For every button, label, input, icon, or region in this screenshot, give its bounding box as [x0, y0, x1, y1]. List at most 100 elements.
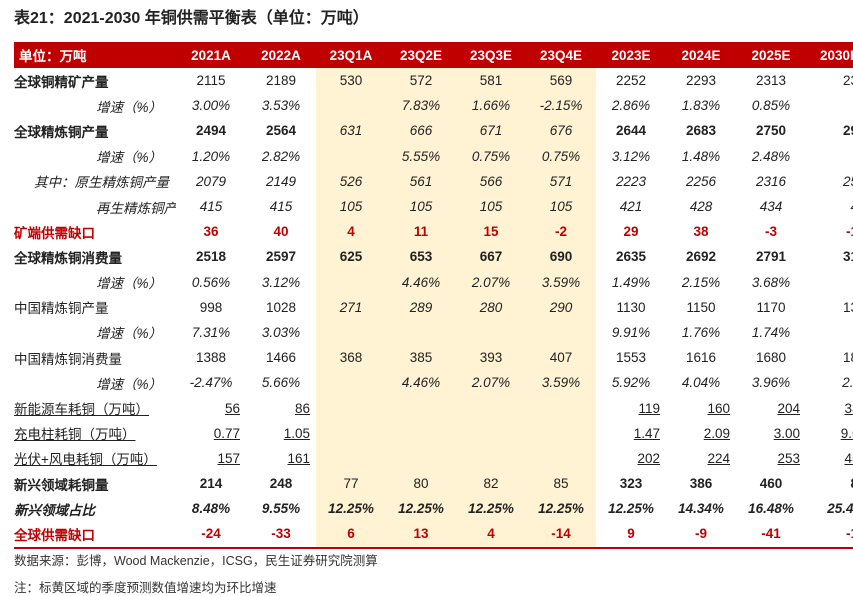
header-cell-2021a: 2021A: [176, 42, 246, 68]
cell-value: 105: [479, 199, 503, 215]
row-label-text: 全球精炼铜产量: [14, 124, 109, 140]
table-cell: [316, 445, 386, 471]
cell-value: 56: [224, 400, 240, 416]
cell-value: 119: [638, 400, 660, 416]
cell-value: 2750: [755, 123, 787, 139]
row-label-text: 全球精炼铜消费量: [14, 250, 122, 266]
table-cell: 2750: [736, 118, 806, 143]
table-cell: 80: [386, 471, 456, 497]
table-cell: 1.76%: [666, 320, 736, 345]
cell-value: 3.59%: [541, 274, 581, 290]
table-cell: 334: [806, 395, 853, 420]
cell-value: 428: [689, 199, 713, 215]
table-cell: 3.12%: [246, 270, 316, 295]
table-cell: 385: [386, 345, 456, 371]
cell-value: 457: [844, 450, 853, 466]
cell-value: 581: [479, 73, 503, 89]
cell-value: 12.25%: [608, 501, 654, 517]
table-cell: 5.92%: [596, 370, 666, 395]
table-cell: 393: [456, 345, 526, 371]
table-cell: 2189: [246, 68, 316, 93]
cell-value: 323: [619, 476, 643, 492]
table-cell: 4.04%: [666, 370, 736, 395]
cell-value: 386: [689, 476, 713, 492]
cell-value: 2536: [842, 173, 853, 189]
table-cell: 676: [526, 118, 596, 144]
table-row: 增速（%） -2.47% 5.66% 4.46% 2.07% 3.59% 5.92% 4.04…: [14, 370, 853, 396]
table-cell: 82: [456, 471, 526, 497]
cell-value: 77: [343, 476, 359, 492]
header-cell-2023e: 2023E: [596, 42, 666, 68]
row-label-text: 全球铜精矿产量: [14, 74, 109, 90]
row-label-text: 中国精炼铜产量: [14, 301, 109, 317]
cell-value: 271: [339, 299, 363, 315]
table-cell: 690: [526, 244, 596, 270]
table-cell: 1356: [806, 295, 853, 320]
row-label-text: 增速（%）: [96, 276, 163, 292]
cell-value: 3.12%: [611, 148, 651, 164]
row-label: 充电柱耗铜（万吨）: [14, 421, 176, 446]
cell-value: 204: [777, 400, 800, 416]
table-cell: 3.59%: [526, 370, 596, 396]
table-cell: 421: [596, 194, 666, 219]
table-cell: 571: [526, 168, 596, 194]
cell-value: 2.86%: [611, 98, 651, 114]
table-cell: 224: [666, 446, 736, 471]
cell-value: 0.56%: [191, 274, 231, 290]
cell-value: 0.85%: [751, 98, 791, 114]
table-cell: 214: [176, 471, 246, 496]
cell-value: 1.05: [283, 425, 310, 441]
cell-value: 385: [409, 350, 433, 366]
table-cell: 566: [456, 168, 526, 194]
cell-value: 2.09: [703, 425, 730, 441]
cell-value: 569: [549, 73, 573, 89]
cell-value: -9: [694, 526, 707, 542]
cell-value: 1680: [755, 350, 787, 366]
table-cell: 86: [246, 395, 316, 420]
cell-value: 3.59%: [541, 375, 581, 391]
table-cell: 14.34%: [666, 496, 736, 521]
cell-value: 36: [203, 224, 219, 240]
table-cell: 2.3%: [806, 370, 853, 395]
table-cell: 36: [176, 219, 246, 244]
table-cell: 1170: [736, 295, 806, 320]
cell-value: 12.25%: [468, 501, 514, 517]
table-cell: -2: [526, 219, 596, 245]
table-cell: 248: [246, 471, 316, 496]
cell-value: 1.76%: [681, 324, 721, 340]
cell-value: 1553: [615, 350, 647, 366]
table-cell: 1028: [246, 295, 316, 320]
row-label-text: 充电柱耗铜（万吨）: [14, 427, 136, 443]
header-cell-unit: 单位：万吨: [14, 42, 176, 68]
row-label-text: 矿端供需缺口: [14, 225, 95, 241]
table-cell: [316, 143, 386, 169]
table-cell: 2683: [666, 118, 736, 143]
row-label: 再生精炼铜产量: [14, 194, 176, 219]
cell-value: 334: [844, 400, 853, 416]
cell-value: 4: [487, 526, 495, 542]
table-cell: 526: [316, 168, 386, 194]
table-cell: 2.48%: [736, 144, 806, 169]
cell-value: 86: [294, 400, 310, 416]
cell-value: 105: [339, 199, 363, 215]
cell-value: -24: [201, 526, 221, 542]
cell-value: 3.00%: [191, 98, 231, 114]
table-row: 全球铜精矿产量 2115 2189 530 572 581 569 2252 2293 2313 2…: [14, 68, 853, 94]
table-cell: 415: [176, 194, 246, 219]
row-label: 其中：原生精炼铜产量: [14, 169, 176, 194]
cell-value: 6: [347, 526, 355, 542]
cell-value: 1.83%: [681, 98, 721, 114]
cell-value: 5.66%: [261, 375, 301, 391]
table-cell: 204: [736, 395, 806, 420]
cell-value: 2256: [685, 173, 717, 189]
table-cell: 2635: [596, 244, 666, 269]
table-cell: 1150: [666, 295, 736, 320]
table-cell: 653: [386, 244, 456, 270]
cell-value: 2223: [615, 173, 647, 189]
cell-value: 1028: [265, 299, 297, 315]
table-cell: -: [806, 320, 853, 345]
header-cell-2024e: 2024E: [666, 42, 736, 68]
table-cell: 7.83%: [386, 93, 456, 119]
table-cell: [386, 420, 456, 446]
table-cell: 3.68%: [736, 270, 806, 295]
